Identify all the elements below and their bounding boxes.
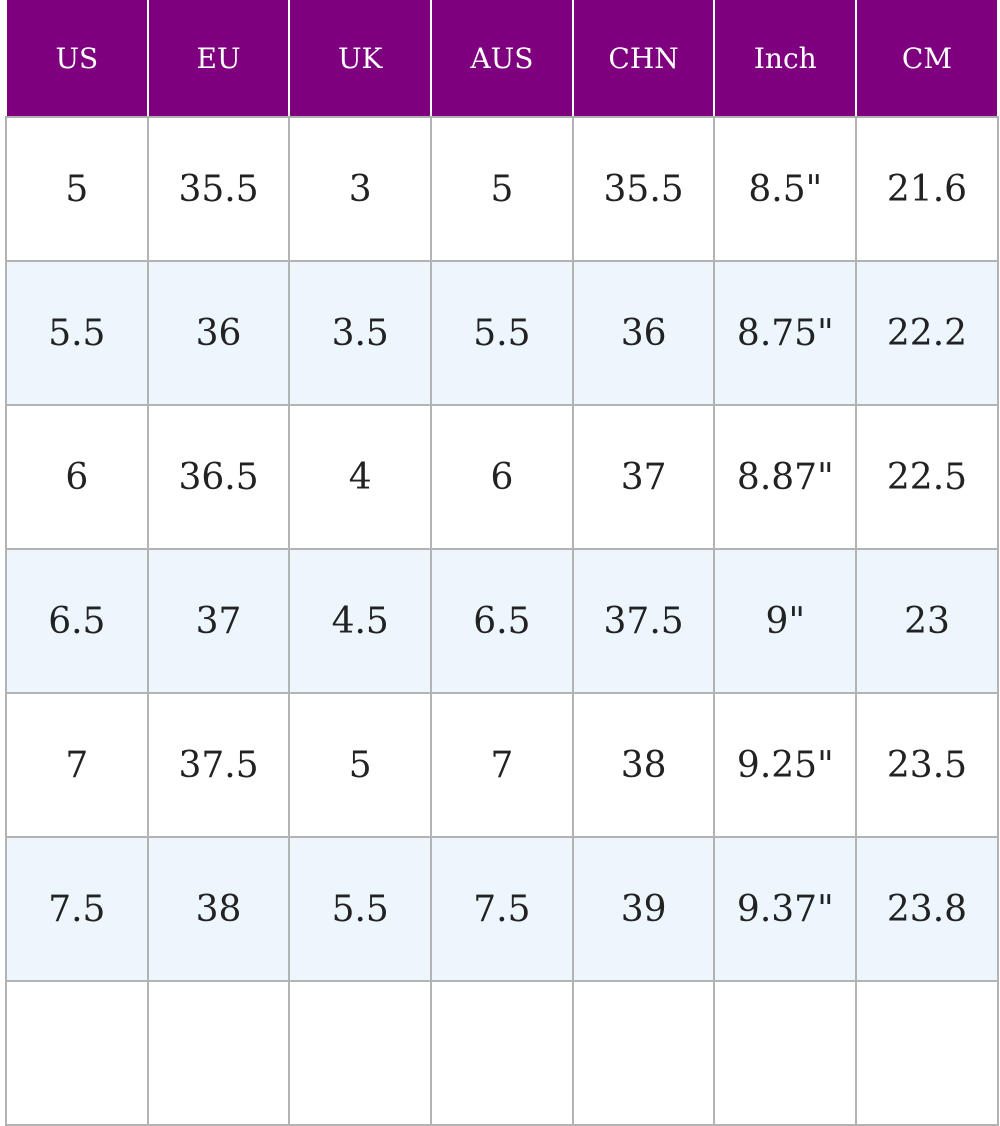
header-uk: UK: [288, 0, 433, 118]
cell-us: 6.5: [5, 548, 149, 694]
cell-us: [5, 980, 149, 1126]
header-row: US EU UK AUS CHN Inch CM: [5, 0, 999, 118]
table-row: 5.5 36 3.5 5.5 36 8.75" 22.2: [5, 260, 999, 406]
table-row: 7 37.5 5 7 38 9.25" 23.5: [5, 692, 999, 838]
cell-chn: 39: [571, 836, 716, 982]
header-chn: CHN: [571, 0, 716, 118]
cell-inch: 9.37": [713, 836, 858, 982]
header-cm: CM: [855, 0, 999, 118]
cell-inch: 8.87": [713, 404, 858, 550]
cell-uk: 4.5: [288, 548, 433, 694]
cell-aus: 5.5: [430, 260, 574, 406]
header-aus: AUS: [430, 0, 574, 118]
cell-uk: [288, 980, 433, 1126]
cell-cm: 23: [855, 548, 999, 694]
cell-chn: 36: [571, 260, 716, 406]
header-us: US: [5, 0, 149, 118]
cell-uk: 4: [288, 404, 433, 550]
cell-us: 7: [5, 692, 149, 838]
cell-aus: 6: [430, 404, 574, 550]
cell-eu: 37: [146, 548, 291, 694]
cell-aus: 7: [430, 692, 574, 838]
cell-us: 6: [5, 404, 149, 550]
cell-aus: 5: [430, 116, 574, 262]
cell-aus: [430, 980, 574, 1126]
cell-eu: 38: [146, 836, 291, 982]
size-chart-body: 5 35.5 3 5 35.5 8.5" 21.6 5.5 36 3.5 5.5…: [5, 116, 999, 1126]
cell-aus: 7.5: [430, 836, 574, 982]
table-row: 5 35.5 3 5 35.5 8.5" 21.6: [5, 116, 999, 262]
table-row: 7.5 38 5.5 7.5 39 9.37" 23.8: [5, 836, 999, 982]
cell-eu: 36.5: [146, 404, 291, 550]
cell-us: 5.5: [5, 260, 149, 406]
cell-inch: 8.75": [713, 260, 858, 406]
cell-eu: 37.5: [146, 692, 291, 838]
cell-uk: 3: [288, 116, 433, 262]
table-row: 6.5 37 4.5 6.5 37.5 9" 23: [5, 548, 999, 694]
cell-uk: 5.5: [288, 836, 433, 982]
cell-chn: 37.5: [571, 548, 716, 694]
cell-us: 5: [5, 116, 149, 262]
cell-us: 7.5: [5, 836, 149, 982]
size-chart-header: US EU UK AUS CHN Inch CM: [5, 0, 999, 118]
cell-eu: 36: [146, 260, 291, 406]
size-chart-table: US EU UK AUS CHN Inch CM 5 35.5 3 5 35.5…: [5, 0, 999, 1126]
cell-cm: 22.5: [855, 404, 999, 550]
cell-cm: 22.2: [855, 260, 999, 406]
cell-chn: 38: [571, 692, 716, 838]
cell-cm: [855, 980, 999, 1126]
cell-uk: 3.5: [288, 260, 433, 406]
cell-cm: 21.6: [855, 116, 999, 262]
table-row-partial: [5, 980, 999, 1126]
cell-inch: 9.25": [713, 692, 858, 838]
cell-inch: 8.5": [713, 116, 858, 262]
header-eu: EU: [146, 0, 291, 118]
cell-chn: 35.5: [571, 116, 716, 262]
cell-chn: 37: [571, 404, 716, 550]
header-inch: Inch: [713, 0, 858, 118]
cell-cm: 23.8: [855, 836, 999, 982]
cell-inch: [713, 980, 858, 1126]
cell-inch: 9": [713, 548, 858, 694]
cell-chn: [571, 980, 716, 1126]
cell-uk: 5: [288, 692, 433, 838]
cell-eu: [146, 980, 291, 1126]
cell-cm: 23.5: [855, 692, 999, 838]
cell-aus: 6.5: [430, 548, 574, 694]
table-row: 6 36.5 4 6 37 8.87" 22.5: [5, 404, 999, 550]
cell-eu: 35.5: [146, 116, 291, 262]
